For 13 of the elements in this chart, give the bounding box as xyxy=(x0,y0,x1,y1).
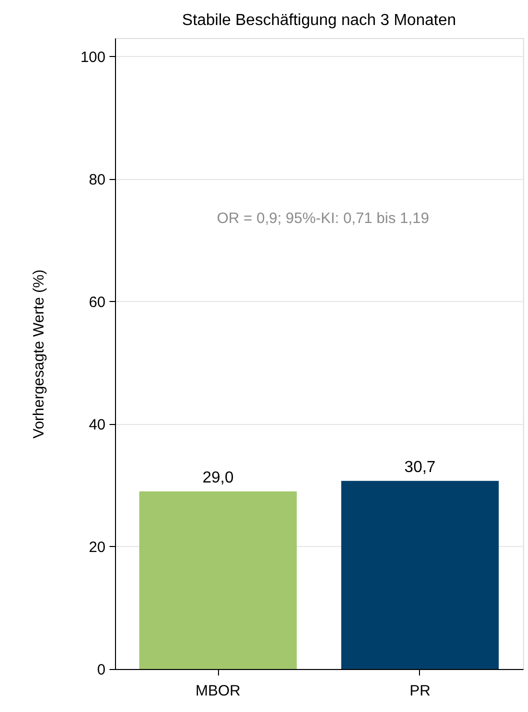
y-tick-label: 80 xyxy=(88,171,106,188)
y-tick-label: 20 xyxy=(88,538,106,556)
chart-title: Stabile Beschäftigung nach 3 Monaten xyxy=(182,12,456,29)
x-tick-label: PR xyxy=(410,682,431,700)
x-tick-label: MBOR xyxy=(196,682,241,700)
y-tick-label: 100 xyxy=(80,48,106,66)
annotation: OR = 0,9; 95%-KI: 0,71 bis 1,19 xyxy=(216,210,430,227)
data-label: 30,7 xyxy=(404,458,436,476)
y-tick-label: 60 xyxy=(88,294,106,311)
y-tick-label: 0 xyxy=(97,662,106,678)
y-axis-title: Vorhergesagte Werte (%) xyxy=(30,270,48,438)
y-tick-label: 40 xyxy=(88,416,106,434)
data-label: 29,0 xyxy=(202,469,234,486)
